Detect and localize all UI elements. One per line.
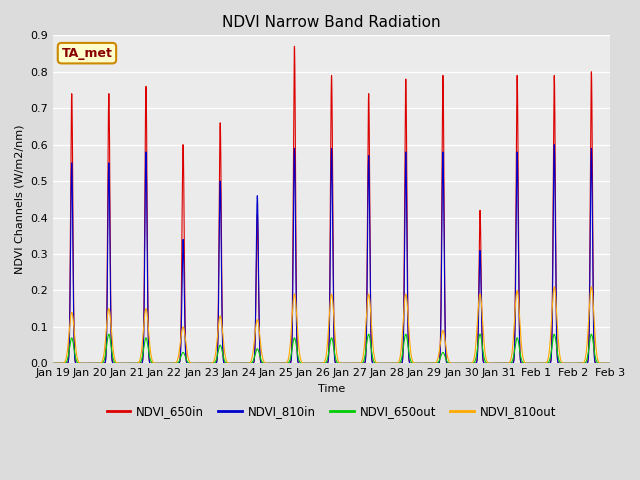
NDVI_650in — [291, 43, 298, 49]
NDVI_810out — [183, 348, 191, 353]
NDVI_810in — [110, 360, 118, 366]
NDVI_650in — [606, 360, 614, 366]
NDVI_810in — [183, 360, 191, 366]
NDVI_810out — [344, 360, 351, 366]
NDVI_810in — [172, 360, 179, 366]
NDVI_650in — [110, 360, 118, 366]
Line: NDVI_650in: NDVI_650in — [53, 46, 610, 363]
NDVI_810in — [67, 209, 75, 215]
NDVI_810in — [606, 360, 614, 366]
Line: NDVI_810in: NDVI_810in — [53, 144, 610, 363]
NDVI_650out — [110, 358, 118, 364]
NDVI_810in — [344, 360, 351, 366]
NDVI_810out — [606, 360, 614, 366]
X-axis label: Time: Time — [318, 384, 345, 394]
NDVI_810in — [550, 142, 558, 147]
NDVI_650out — [532, 360, 540, 366]
Line: NDVI_650out: NDVI_650out — [53, 334, 610, 363]
NDVI_650in — [172, 360, 179, 366]
NDVI_810out — [588, 284, 595, 290]
NDVI_650out — [606, 360, 614, 366]
NDVI_810out — [532, 360, 540, 366]
NDVI_650out — [172, 360, 179, 366]
NDVI_650out — [588, 331, 595, 337]
NDVI_650out — [183, 358, 191, 364]
NDVI_810out — [172, 360, 179, 366]
NDVI_650in — [67, 157, 75, 163]
NDVI_810in — [532, 360, 540, 366]
NDVI_650out — [67, 336, 75, 342]
NDVI_810out — [110, 352, 118, 358]
Title: NDVI Narrow Band Radiation: NDVI Narrow Band Radiation — [222, 15, 441, 30]
NDVI_650out — [344, 360, 351, 366]
NDVI_650in — [49, 360, 57, 366]
Line: NDVI_810out: NDVI_810out — [53, 287, 610, 363]
NDVI_810out — [49, 360, 57, 366]
NDVI_650in — [532, 360, 540, 366]
NDVI_810out — [67, 312, 75, 318]
NDVI_810in — [49, 360, 57, 366]
Legend: NDVI_650in, NDVI_810in, NDVI_650out, NDVI_810out: NDVI_650in, NDVI_810in, NDVI_650out, NDV… — [102, 401, 561, 423]
Text: TA_met: TA_met — [61, 47, 113, 60]
Y-axis label: NDVI Channels (W/m2/nm): NDVI Channels (W/m2/nm) — [15, 125, 25, 274]
NDVI_650out — [49, 360, 57, 366]
NDVI_650in — [344, 360, 351, 366]
NDVI_650in — [183, 360, 191, 365]
